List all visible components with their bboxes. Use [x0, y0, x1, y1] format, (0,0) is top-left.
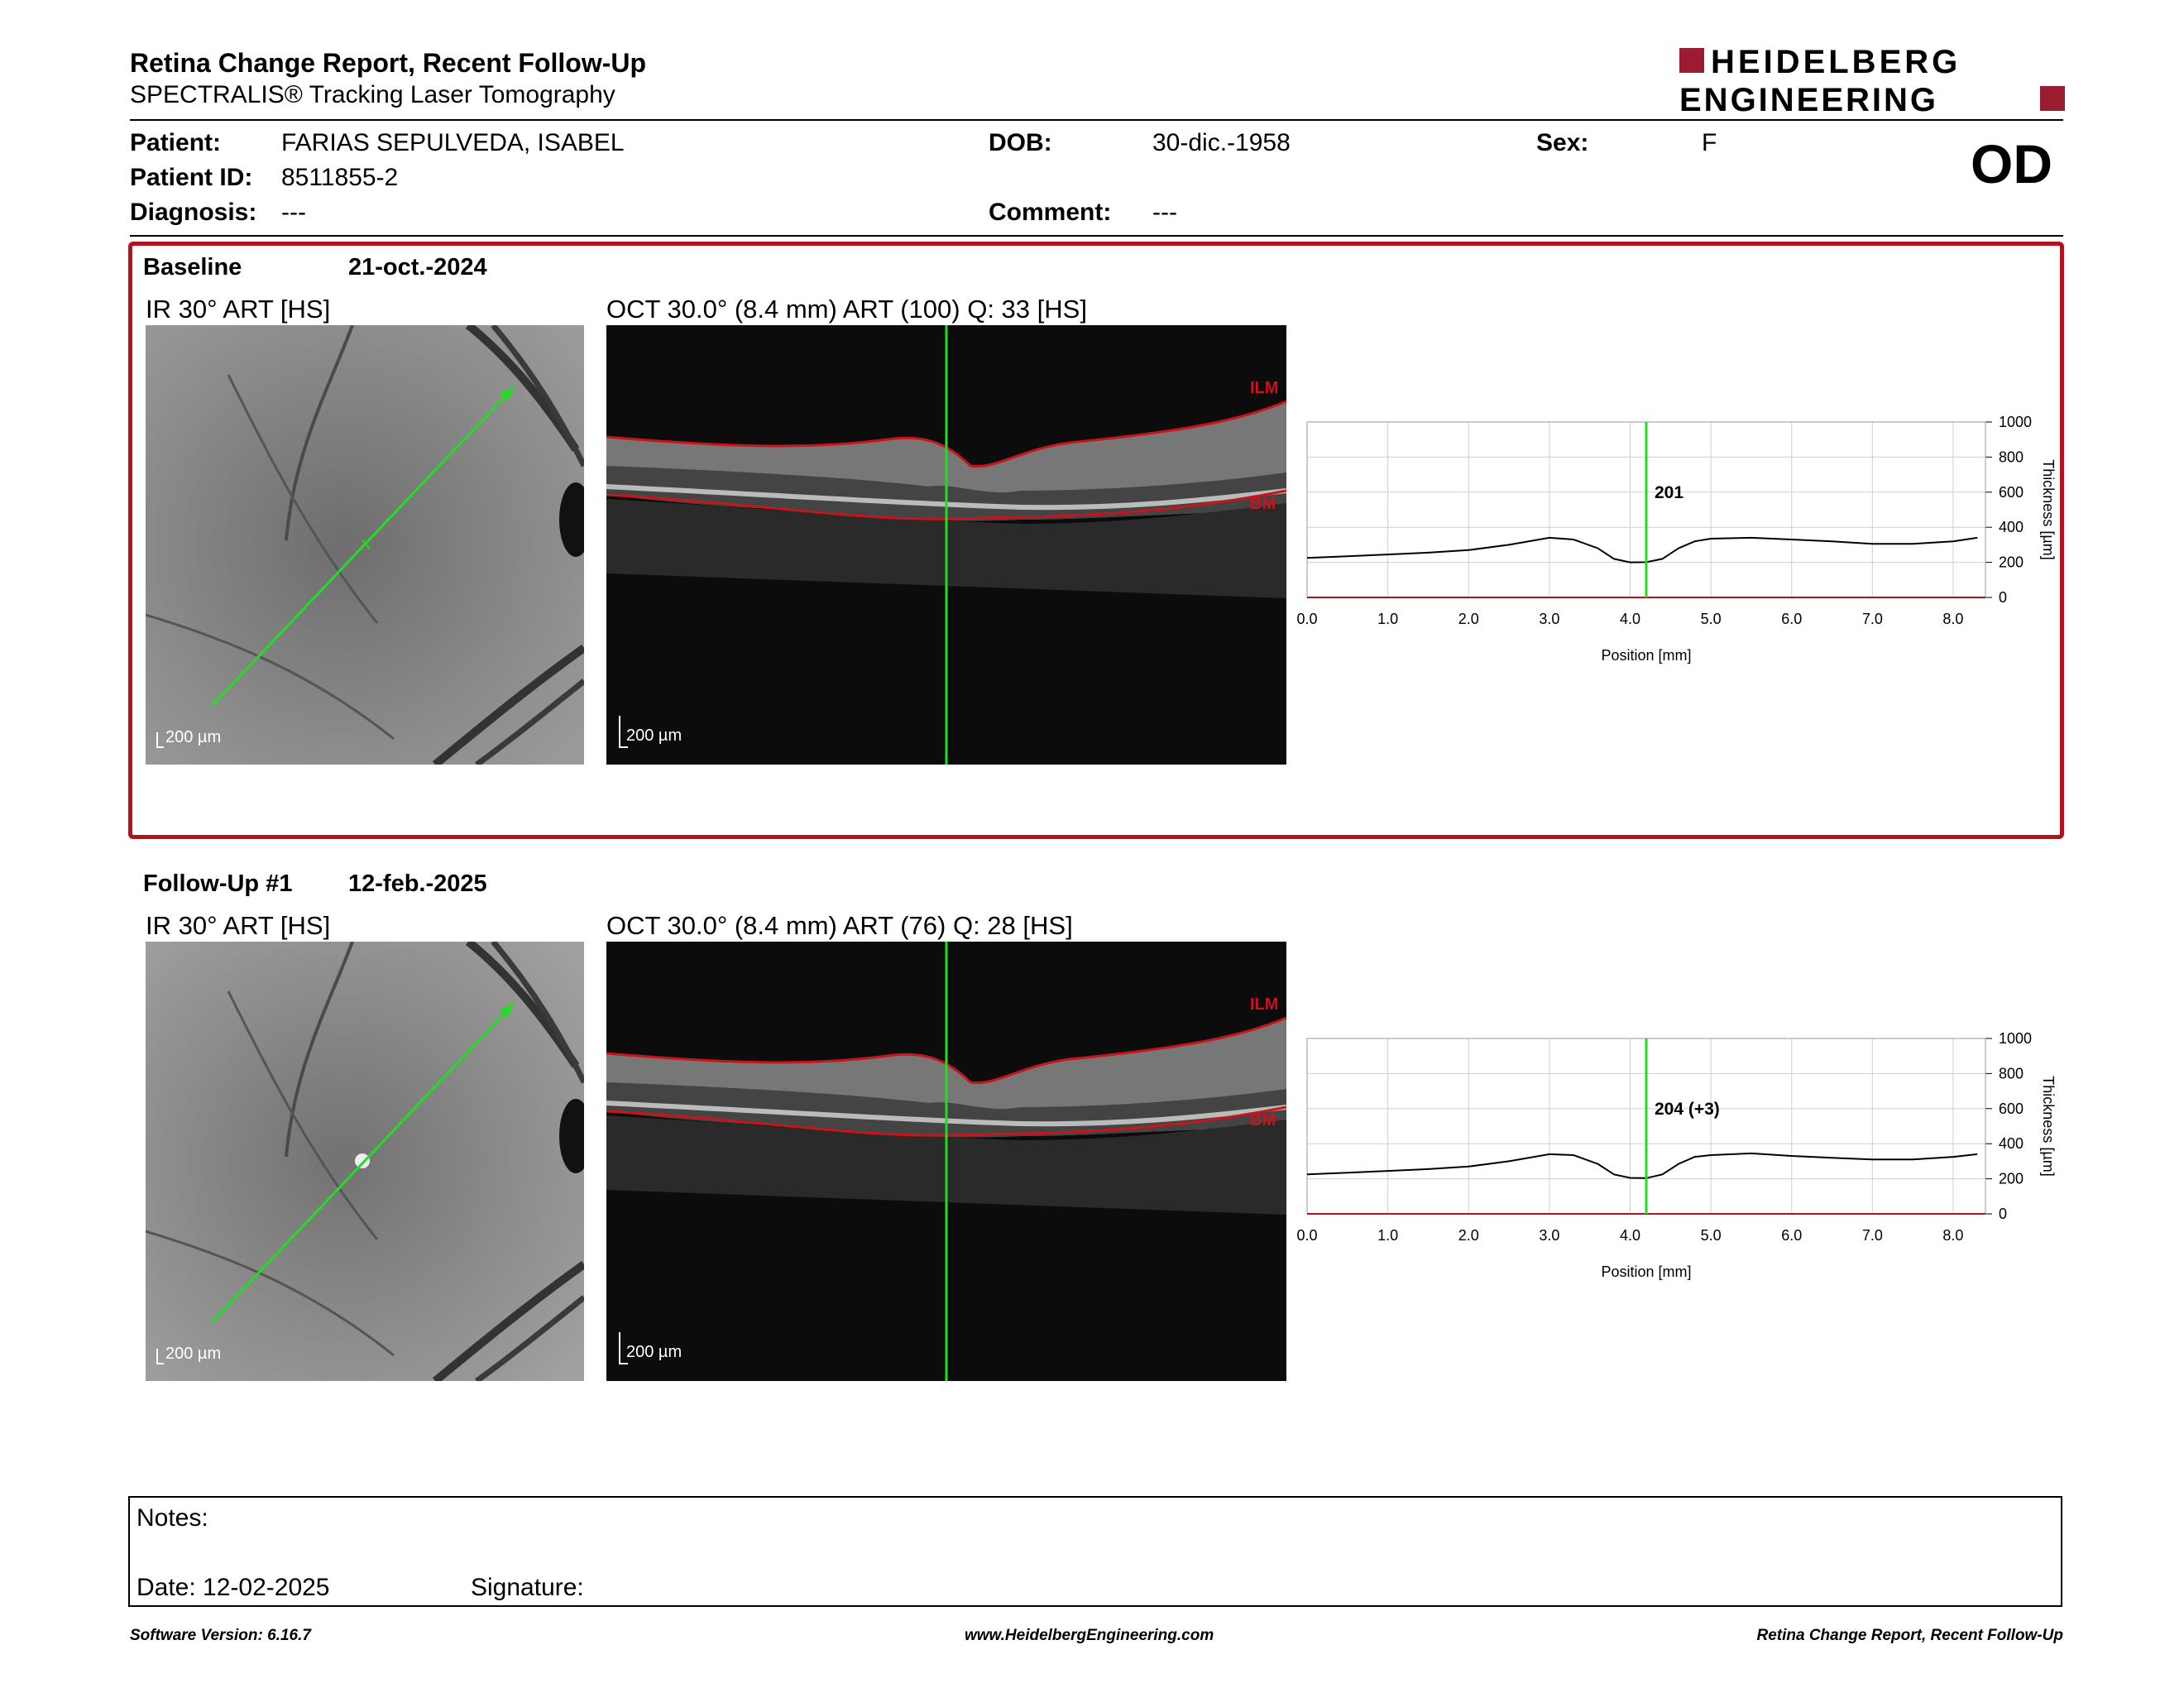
- eye-indicator: OD: [1971, 133, 2052, 194]
- baseline-label: Baseline: [143, 254, 242, 281]
- notes-date: Date: 12-02-2025: [136, 1574, 330, 1601]
- report-subtitle: SPECTRALIS® Tracking Laser Tomography: [130, 81, 615, 108]
- baseline-oct-title: OCT 30.0° (8.4 mm) ART (100) Q: 33 [HS]: [606, 295, 1087, 324]
- x-tick-label: 6.0: [1781, 1227, 1802, 1244]
- patient-name: FARIAS SEPULVEDA, ISABEL: [281, 129, 625, 156]
- x-tick-label: 7.0: [1862, 611, 1883, 627]
- x-tick-label: 4.0: [1620, 1227, 1640, 1244]
- footer-website: www.HeidelbergEngineering.com: [965, 1627, 1214, 1644]
- oct-scale-bar-icon: [619, 716, 628, 748]
- baseline-ir-fundus-image: 200 µm: [146, 325, 584, 765]
- followup-oct-scale-label: 200 µm: [626, 1343, 682, 1361]
- followup-ir-scale-label: 200 µm: [165, 1345, 222, 1363]
- y-tick-label: 200: [1999, 1171, 2024, 1187]
- baseline-ir-scale-label: 200 µm: [165, 728, 222, 746]
- dob-value: 30-dic.-1958: [1152, 129, 1291, 156]
- followup-ir-title: IR 30° ART [HS]: [146, 911, 331, 940]
- logo-square-top: [1679, 48, 1704, 73]
- report-title: Retina Change Report, Recent Follow-Up: [130, 48, 647, 78]
- y-tick-label: 1000: [1999, 1030, 2032, 1047]
- y-tick-label: 0: [1999, 1206, 2007, 1222]
- sex-value: F: [1702, 129, 1717, 156]
- followup-bm-label: BM: [1250, 1111, 1276, 1129]
- x-tick-label: 4.0: [1620, 611, 1640, 627]
- patient-divider: [130, 235, 2063, 237]
- followup-thickness-chart: 0.0 1.0 2.0 3.0 4.0 5.0 6.0 7.0 8.0 0 200 400 600 800…: [1296, 1030, 2056, 1280]
- x-tick-label: 2.0: [1458, 1227, 1479, 1244]
- heidelberg-logo: HEIDELBERG ENGINEERING: [1679, 45, 2065, 118]
- comment-value: ---: [1152, 199, 1177, 226]
- followup-oct-bscan-image: ILM BM 200 µm: [606, 942, 1286, 1381]
- ir-scale-bar-icon: [156, 1349, 164, 1364]
- notes-box: Notes: Date: 12-02-2025 Signature:: [128, 1496, 2062, 1607]
- diagnosis-value: ---: [281, 199, 306, 226]
- followup-label: Follow-Up #1: [143, 870, 293, 897]
- baseline-section-frame: [128, 242, 2064, 839]
- baseline-date: 21-oct.-2024: [348, 254, 487, 281]
- y-tick-label: 800: [1999, 1065, 2024, 1081]
- notes-label: Notes:: [136, 1504, 208, 1532]
- logo-square-bottom: [2040, 86, 2065, 111]
- followup-ir-fundus-image: 200 µm: [146, 942, 584, 1381]
- sex-label: Sex:: [1536, 129, 1589, 156]
- baseline-oct-bscan-image: ILM BM 200 µm: [606, 325, 1286, 765]
- x-tick-label: 1.0: [1377, 1227, 1398, 1244]
- y-tick-label: 600: [1999, 484, 2024, 501]
- y-axis-label: Thickness [µm]: [2040, 459, 2056, 559]
- patient-id-value: 8511855-2: [281, 164, 399, 191]
- y-tick-label: 600: [1999, 1101, 2024, 1117]
- y-tick-label: 800: [1999, 448, 2024, 465]
- baseline-ir-title: IR 30° ART [HS]: [146, 295, 331, 324]
- x-tick-label: 7.0: [1862, 1227, 1883, 1244]
- baseline-bm-label: BM: [1250, 495, 1276, 513]
- comment-label: Comment:: [989, 199, 1112, 226]
- x-tick-label: 6.0: [1781, 611, 1802, 627]
- ir-scale-bar-icon: [156, 732, 164, 748]
- x-tick-label: 0.0: [1296, 611, 1317, 627]
- marker-value-label: 201: [1655, 483, 1684, 502]
- x-axis-label: Position [mm]: [1601, 1264, 1691, 1280]
- header-divider: [130, 119, 2063, 121]
- baseline-ilm-label: ILM: [1250, 379, 1278, 397]
- marker-value-label: 204 (+3): [1655, 1100, 1720, 1119]
- footer-report-name: Retina Change Report, Recent Follow-Up: [1756, 1627, 2063, 1644]
- x-tick-label: 5.0: [1701, 1227, 1722, 1244]
- thickness-line: [1306, 536, 1978, 563]
- logo-text-line2: ENGINEERING: [1679, 82, 1938, 118]
- signature-label: Signature:: [471, 1574, 584, 1601]
- patient-id-label: Patient ID:: [130, 164, 253, 191]
- y-tick-label: 200: [1999, 554, 2024, 571]
- x-tick-label: 1.0: [1377, 611, 1398, 627]
- x-tick-label: 3.0: [1539, 611, 1559, 627]
- baseline-thickness-chart: 0.0 1.0 2.0 3.0 4.0 5.0 6.0 7.0 8.0 0 200 400 600 800…: [1296, 414, 2056, 664]
- diagnosis-label: Diagnosis:: [130, 199, 257, 226]
- oct-scale-bar-icon: [619, 1332, 628, 1364]
- y-tick-label: 400: [1999, 1135, 2024, 1152]
- y-tick-label: 1000: [1999, 414, 2032, 430]
- x-tick-label: 5.0: [1701, 611, 1722, 627]
- thickness-line: [1306, 1152, 1978, 1179]
- x-tick-label: 8.0: [1942, 1227, 1963, 1244]
- x-axis-label: Position [mm]: [1601, 647, 1691, 664]
- baseline-oct-scale-label: 200 µm: [626, 727, 682, 745]
- y-axis-label: Thickness [µm]: [2040, 1076, 2056, 1176]
- patient-label: Patient:: [130, 129, 222, 156]
- footer-software-version: Software Version: 6.16.7: [130, 1627, 311, 1644]
- followup-date: 12-feb.-2025: [348, 870, 487, 897]
- x-tick-label: 0.0: [1296, 1227, 1317, 1244]
- followup-oct-title: OCT 30.0° (8.4 mm) ART (76) Q: 28 [HS]: [606, 911, 1073, 940]
- x-tick-label: 3.0: [1539, 1227, 1559, 1244]
- followup-ilm-label: ILM: [1250, 995, 1278, 1014]
- y-tick-label: 400: [1999, 519, 2024, 535]
- dob-label: DOB:: [989, 129, 1052, 156]
- y-tick-label: 0: [1999, 589, 2007, 606]
- logo-text-line1: HEIDELBERG: [1711, 45, 1961, 80]
- x-tick-label: 2.0: [1458, 611, 1479, 627]
- x-tick-label: 8.0: [1942, 611, 1963, 627]
